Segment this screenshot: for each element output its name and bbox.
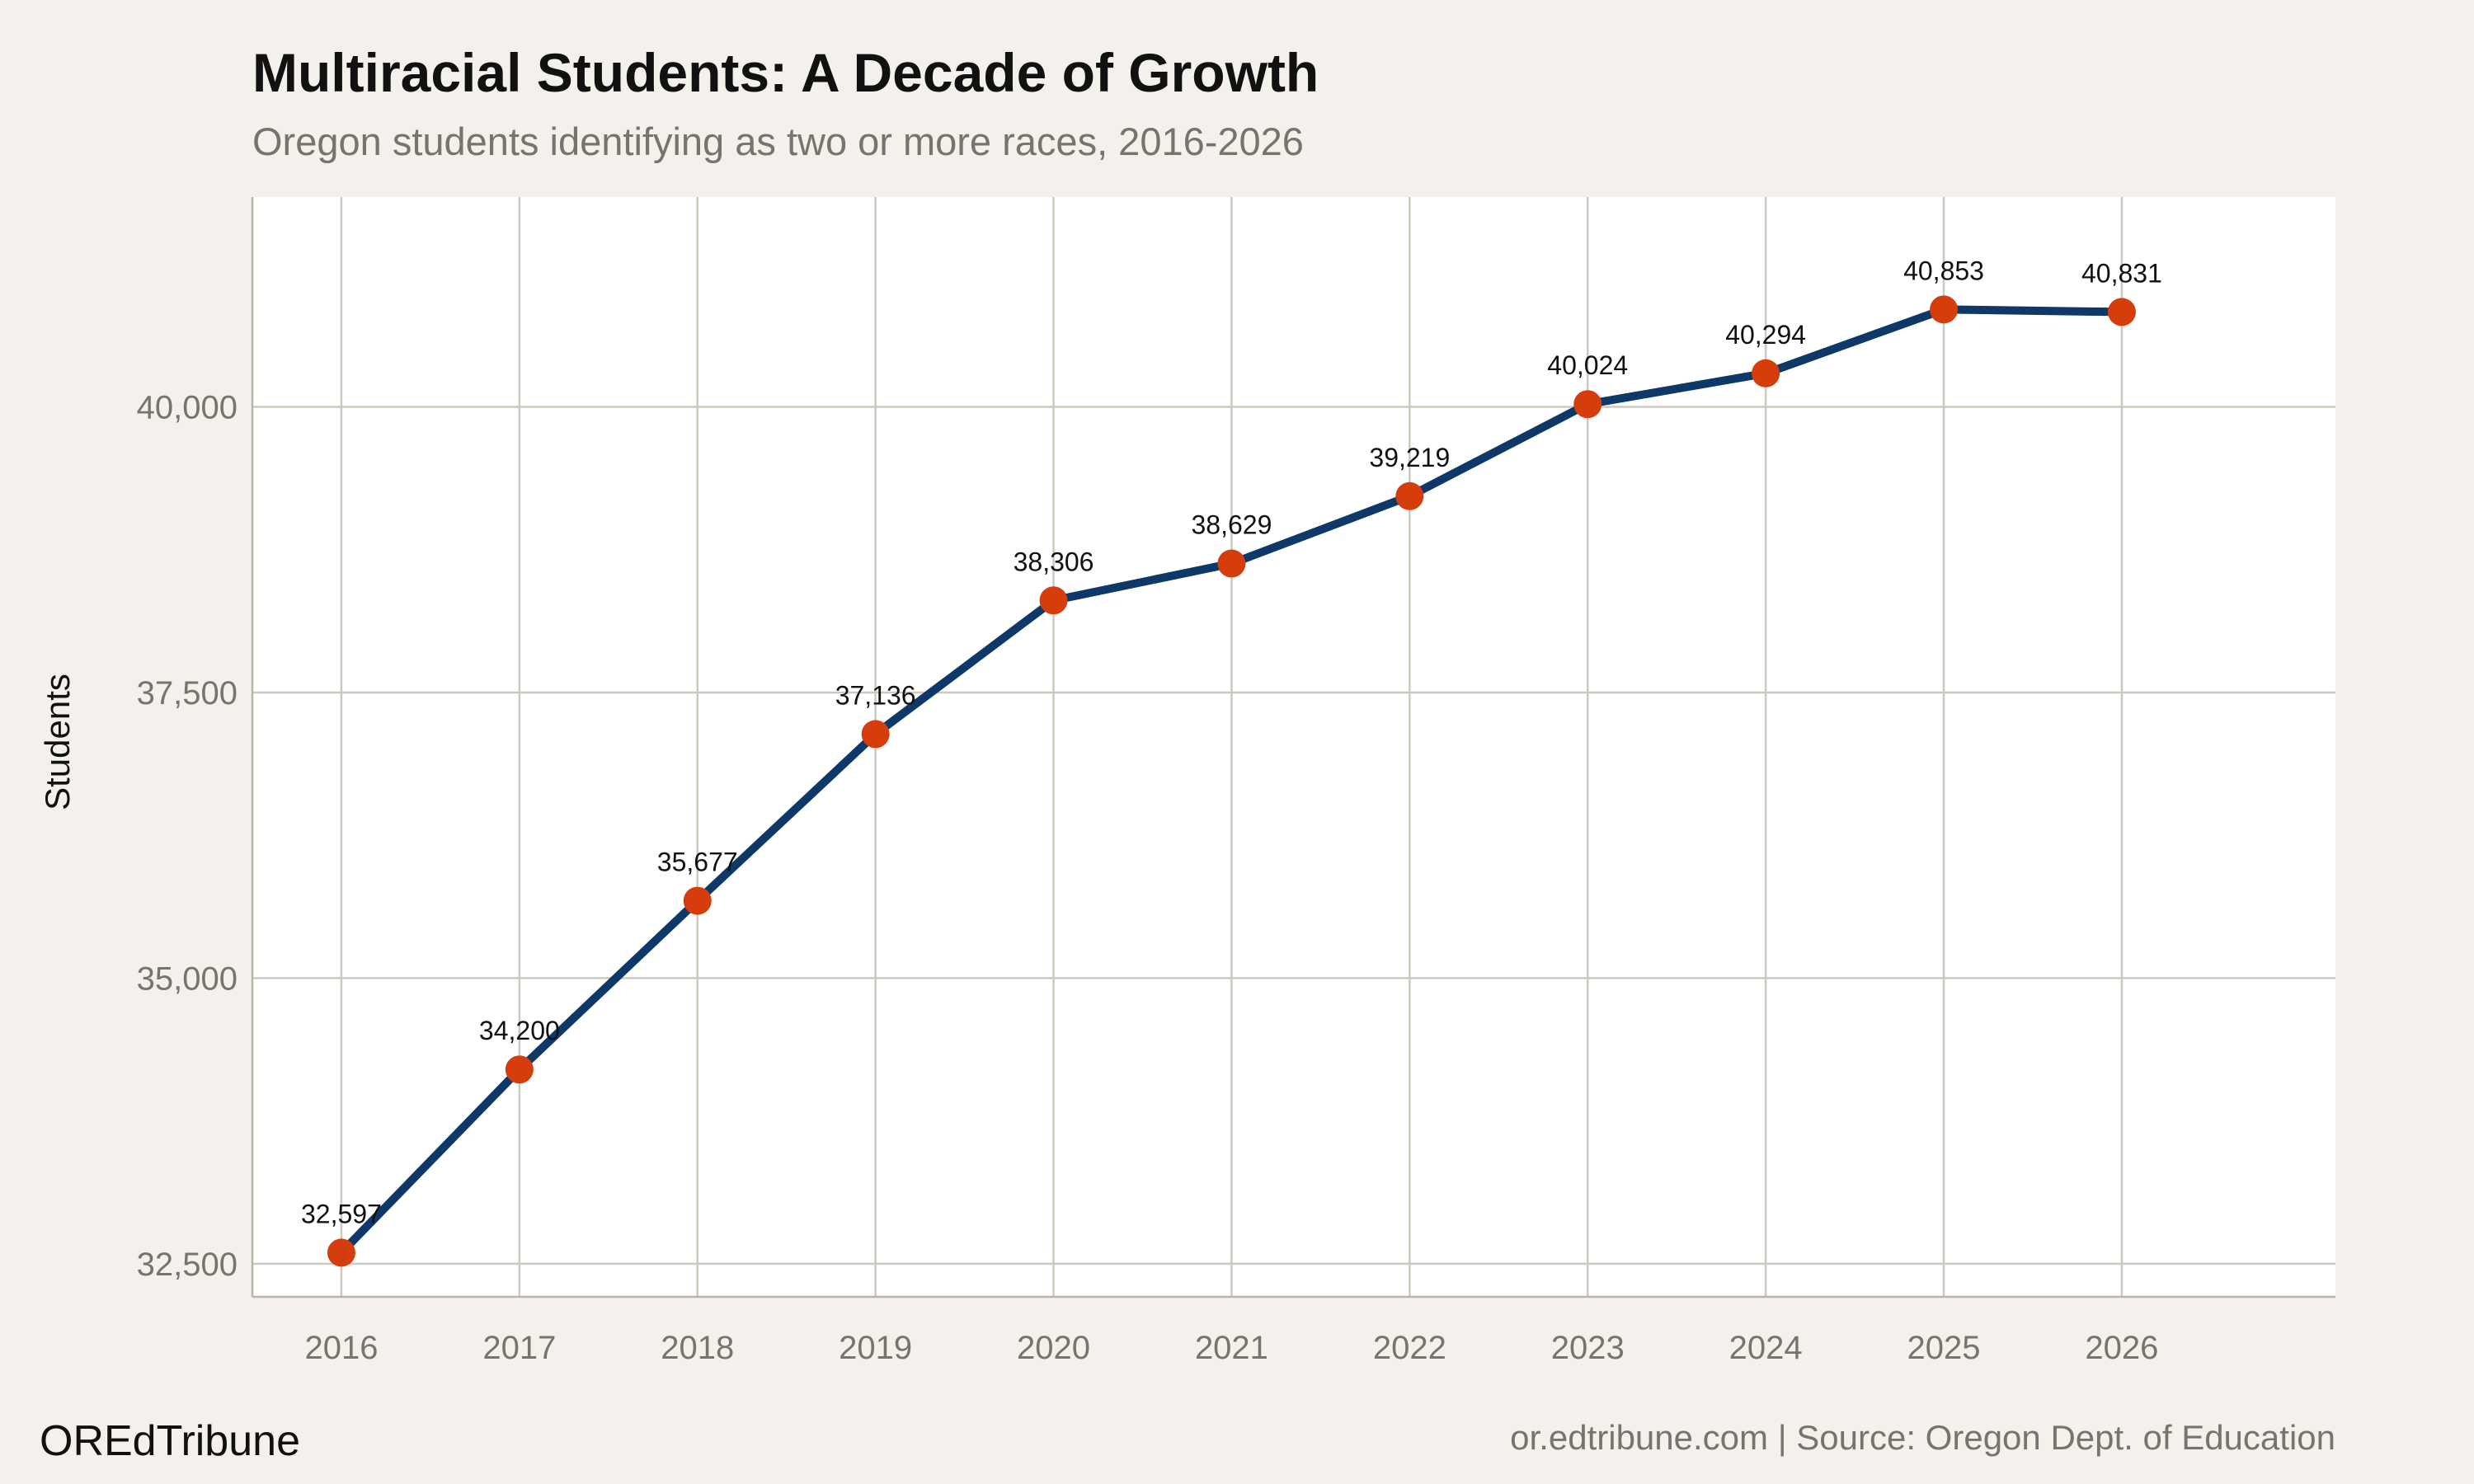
point — [505, 1055, 534, 1084]
y-axis-label: Students — [38, 674, 77, 810]
x-tick-label: 2025 — [1907, 1330, 1981, 1366]
x-tick-label: 2022 — [1373, 1330, 1446, 1366]
point — [327, 1238, 355, 1267]
chart-subtitle: Oregon students identifying as two or mo… — [252, 120, 1304, 163]
value-label: 38,629 — [1191, 510, 1272, 540]
caption: or.edtribune.com | Source: Oregon Dept. … — [1510, 1418, 2335, 1457]
point — [1395, 481, 1424, 510]
point — [1752, 359, 1780, 387]
chart-title: Multiracial Students: A Decade of Growth — [252, 42, 1319, 103]
point — [2107, 298, 2136, 326]
x-tick-label: 2023 — [1551, 1330, 1625, 1366]
point — [1573, 390, 1602, 419]
x-tick-label: 2024 — [1729, 1330, 1803, 1366]
x-tick-label: 2021 — [1195, 1330, 1268, 1366]
y-tick-label: 32,500 — [137, 1247, 238, 1283]
value-label: 34,200 — [479, 1016, 560, 1045]
value-label: 40,853 — [1903, 256, 1984, 285]
x-tick-label: 2026 — [2085, 1330, 2158, 1366]
value-label: 37,136 — [835, 680, 916, 710]
point — [1039, 586, 1068, 615]
value-label: 35,677 — [657, 848, 738, 877]
x-tick-label: 2018 — [661, 1330, 734, 1366]
value-label: 32,597 — [301, 1199, 382, 1228]
brand: OREdTribune — [40, 1417, 300, 1465]
point — [1930, 295, 1959, 324]
point — [861, 720, 890, 749]
y-tick-label: 37,500 — [137, 675, 238, 711]
point — [683, 886, 712, 915]
x-tick-label: 2020 — [1017, 1330, 1090, 1366]
x-tick-label: 2019 — [839, 1330, 912, 1366]
point — [1217, 549, 1246, 578]
x-tick-label: 2016 — [304, 1330, 378, 1366]
value-label: 40,024 — [1547, 350, 1628, 380]
value-label: 40,294 — [1725, 320, 1806, 350]
value-label: 39,219 — [1369, 443, 1450, 472]
y-tick-label: 35,000 — [137, 960, 238, 997]
grid — [252, 197, 2335, 1297]
x-tick-label: 2017 — [482, 1330, 556, 1366]
y-tick-label: 40,000 — [137, 390, 238, 426]
plot-area — [252, 197, 2335, 1297]
value-label: 40,831 — [2081, 258, 2162, 288]
value-label: 38,306 — [1014, 547, 1094, 576]
